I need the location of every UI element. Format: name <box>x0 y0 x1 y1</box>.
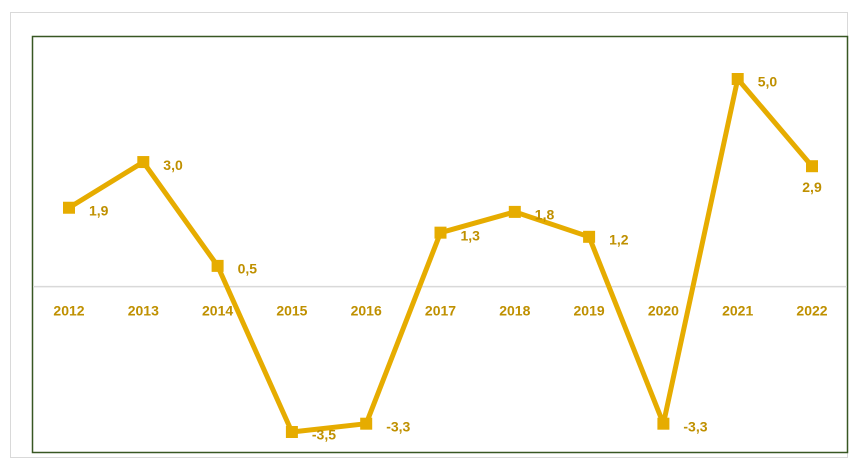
data-label: 1,3 <box>461 227 481 243</box>
x-tick-label: 2012 <box>53 302 84 318</box>
point-marker <box>806 160 818 173</box>
data-label: -3,3 <box>683 418 707 434</box>
x-tick-label: 2020 <box>648 302 679 318</box>
point-marker <box>285 426 298 438</box>
x-tick-label: 2016 <box>351 302 382 318</box>
point-marker <box>360 417 373 430</box>
point-marker <box>657 417 670 430</box>
data-label: 1,8 <box>535 207 555 223</box>
x-tick-label: 2013 <box>128 302 159 318</box>
data-label: -3,3 <box>386 418 410 434</box>
x-tick-label: 2021 <box>722 302 753 318</box>
data-label: 1,2 <box>609 232 629 248</box>
data-label: -3,5 <box>312 427 336 443</box>
data-label: 2,9 <box>802 179 822 195</box>
data-label: 1,9 <box>89 202 109 218</box>
x-tick-label: 2019 <box>574 302 605 318</box>
point-marker <box>137 156 150 169</box>
x-tick-label: 2014 <box>202 302 233 318</box>
x-tick-label: 2015 <box>276 302 307 318</box>
point-marker <box>63 201 75 214</box>
point-marker <box>211 259 224 272</box>
data-label: 0,5 <box>238 261 258 277</box>
point-marker <box>583 230 596 243</box>
point-marker <box>434 226 447 239</box>
data-label: 5,0 <box>758 74 778 90</box>
point-marker <box>731 73 744 85</box>
x-tick-label: 2017 <box>425 302 456 318</box>
line-series <box>67 76 814 435</box>
x-tick-label: 2018 <box>499 302 530 318</box>
point-marker <box>508 205 521 218</box>
x-tick-label: 2022 <box>796 302 827 318</box>
outer-frame <box>10 12 848 458</box>
plot-frame <box>31 35 849 454</box>
data-label: 3,0 <box>163 157 183 173</box>
